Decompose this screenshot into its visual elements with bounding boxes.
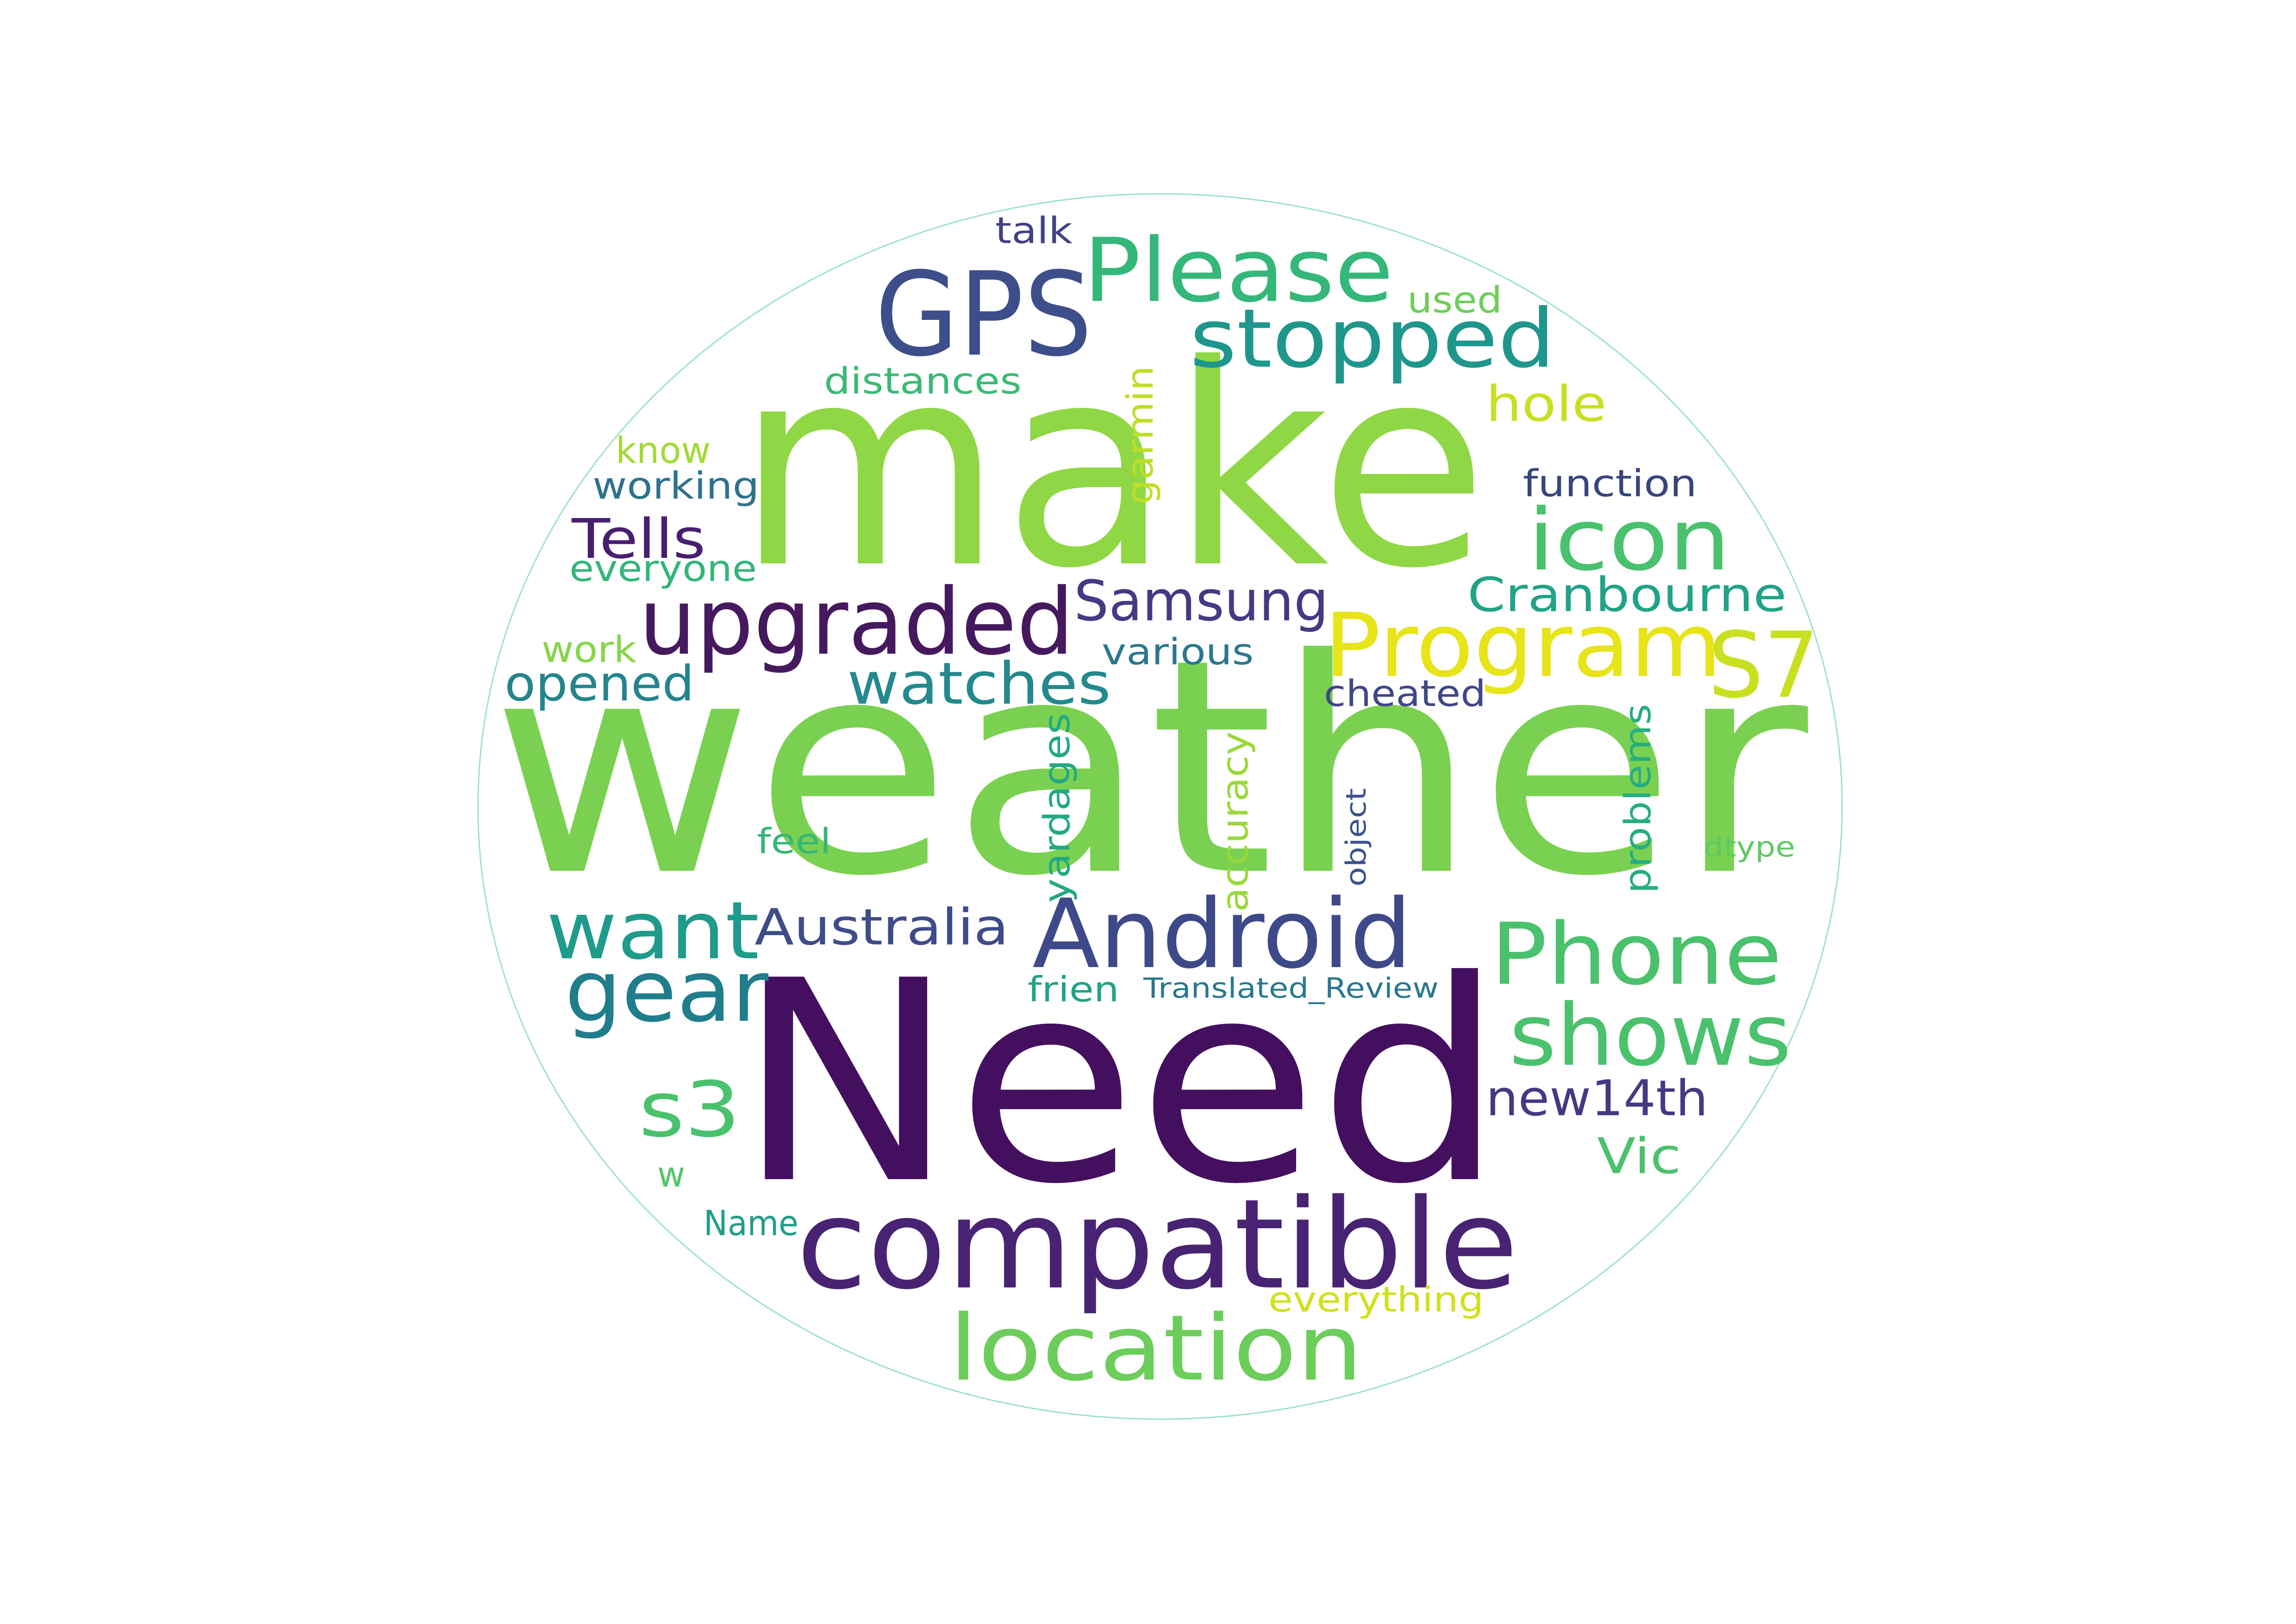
word-dtype: dtype xyxy=(1703,831,1795,863)
word-work: work xyxy=(542,629,636,671)
word-weather: weather xyxy=(491,596,1808,941)
word-make: make xyxy=(736,306,1488,629)
word-s3: s3 xyxy=(639,1065,741,1154)
word-know: know xyxy=(616,430,711,472)
word-cheated: cheated xyxy=(1324,673,1486,715)
word-various: various xyxy=(1102,631,1254,673)
word-vic: Vic xyxy=(1597,1128,1681,1185)
word-hole: hole xyxy=(1486,375,1607,432)
word-new14th: new14th xyxy=(1486,1070,1708,1127)
word-problems: problems xyxy=(1617,704,1659,893)
word-watches: watches xyxy=(847,650,1111,718)
word-translated-review: Translated_Review xyxy=(1143,972,1439,1005)
word-icon: icon xyxy=(1528,491,1731,590)
word-s7: S7 xyxy=(1708,613,1819,718)
word-australia: Australia xyxy=(755,899,1009,956)
word-gear: gear xyxy=(565,942,769,1041)
word-samsung: Samsung xyxy=(1074,569,1329,634)
word-phone: Phone xyxy=(1491,905,1782,1004)
word-used: used xyxy=(1407,280,1503,321)
word-w: w xyxy=(657,1154,685,1195)
word-cloud-mask-outline xyxy=(477,193,1843,1420)
word-android: Android xyxy=(1032,879,1412,990)
word-name: Name xyxy=(704,1203,799,1243)
word-everyone: everyone xyxy=(569,548,757,590)
word-cranbourne: Cranbourne xyxy=(1467,568,1787,623)
word-accuracy: accuracy xyxy=(1215,731,1256,912)
word-gps: GPS xyxy=(875,247,1092,382)
word-need: Need xyxy=(736,921,1505,1245)
word-garmin: garmin xyxy=(1120,366,1161,505)
word-opened: opened xyxy=(505,656,694,712)
word-program: Program xyxy=(1324,594,1722,697)
word-compatible: compatible xyxy=(796,1173,1519,1317)
word-talk: talk xyxy=(995,210,1073,252)
word-frien: frien xyxy=(1028,969,1119,1010)
word-location: location xyxy=(949,1296,1363,1401)
word-want: want xyxy=(546,884,760,977)
word-object: object xyxy=(1340,788,1373,887)
word-please: Please xyxy=(1083,219,1394,322)
word-stopped: stopped xyxy=(1190,292,1555,386)
word-working: working xyxy=(593,464,760,507)
word-upgraded: upgraded xyxy=(639,568,1074,675)
word-distances: distances xyxy=(824,361,1022,402)
word-shows: shows xyxy=(1509,986,1792,1085)
word-function: function xyxy=(1523,462,1697,505)
word-yardages: yardages xyxy=(1036,712,1078,903)
word-everything: everything xyxy=(1268,1279,1484,1320)
word-feel: feel xyxy=(757,821,831,862)
word-tells: Tells xyxy=(572,507,706,571)
